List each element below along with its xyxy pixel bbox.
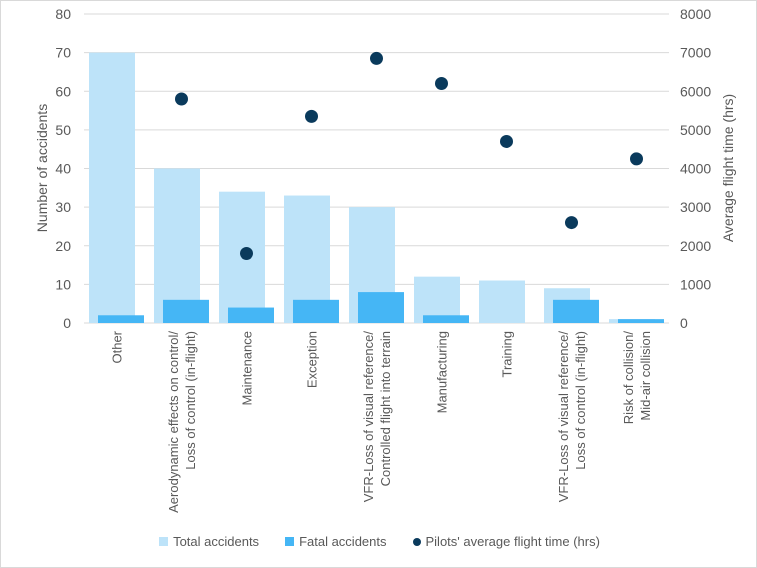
x-tick-label-line: VFR-Loss of visual reference/ (556, 331, 571, 503)
y-tick-label: 40 (55, 161, 71, 177)
x-tick-label-line: Controlled flight into terrain (378, 331, 393, 486)
legend-label-flight-time: Pilots' average flight time (hrs) (425, 534, 600, 549)
right-axis-ticks: 0 1000 2000 3000 4000 5000 6000 7000 8000 (680, 6, 711, 331)
legend-label-fatal: Fatal accidents (299, 534, 387, 549)
flight-time-point (240, 246, 253, 260)
x-tick-label-line: Manufacturing (435, 331, 450, 413)
x-tick-label: Exception (305, 331, 320, 388)
total-accidents-bar (154, 168, 200, 323)
flight-time-point (175, 92, 188, 106)
fatal-accidents-bar (618, 319, 664, 323)
flight-time-point (500, 134, 513, 148)
combo-chart: 0 10 20 30 40 50 60 70 80 0 1000 2000 3000 4000 5000 6… (34, 6, 736, 513)
flight-time-point (565, 216, 578, 230)
x-tick-label: Risk of collision/Mid-air collision (621, 331, 653, 425)
right-axis-title: Average flight time (hrs) (720, 94, 736, 242)
y2-tick-label: 2000 (680, 238, 711, 254)
x-tick-label-line: Aerodynamic effects on control/ (166, 331, 181, 513)
y2-tick-label: 4000 (680, 161, 711, 177)
fatal-accidents-bar (423, 315, 469, 323)
flight-time-point (435, 77, 448, 91)
x-tick-label: VFR-Loss of visual reference/Loss of con… (556, 331, 588, 503)
fatal-accidents-bar (98, 315, 144, 323)
y-tick-label: 80 (55, 6, 71, 22)
y-tick-label: 60 (55, 83, 71, 99)
fatal-accidents-bar (358, 292, 404, 323)
legend-item-fatal[interactable]: Fatal accidents (285, 534, 387, 549)
y2-tick-label: 6000 (680, 83, 711, 99)
total-accidents-bars (89, 52, 655, 323)
x-tick-label: Other (110, 330, 125, 363)
x-tick-label-line: Loss of control (in-flight) (573, 331, 588, 470)
y2-tick-label: 5000 (680, 122, 711, 138)
legend-swatch-fatal (285, 537, 295, 546)
fatal-accidents-bar (293, 299, 339, 323)
flight-time-point (305, 109, 318, 123)
flight-time-point (630, 152, 643, 166)
x-tick-label-line: Risk of collision/ (621, 331, 636, 425)
x-tick-label-line: Training (500, 331, 515, 377)
fatal-accidents-bar (228, 307, 274, 323)
left-axis-ticks: 0 10 20 30 40 50 60 70 80 (55, 6, 71, 331)
legend-label-total: Total accidents (173, 534, 260, 549)
x-axis-labels: Other Aerodynamic effects on control/Loss… (110, 330, 654, 513)
x-tick-label-line: Mid-air collision (638, 331, 653, 421)
flight-time-point (370, 51, 383, 65)
legend: Total accidents Fatal accidents Pilots' … (1, 534, 757, 549)
fatal-accidents-bar (553, 299, 599, 323)
x-tick-label-line: Other (110, 330, 125, 363)
total-accidents-bar (89, 52, 135, 323)
y2-tick-label: 0 (680, 315, 688, 331)
y2-tick-label: 7000 (680, 45, 711, 61)
legend-swatch-total (159, 537, 169, 546)
total-accidents-bar (479, 280, 525, 323)
y-tick-label: 50 (55, 122, 71, 138)
y2-tick-label: 1000 (680, 276, 711, 292)
x-tick-label-line: VFR-Loss of visual reference/ (361, 331, 376, 503)
x-tick-label: Training (500, 331, 515, 377)
x-tick-label-line: Maintenance (240, 331, 255, 405)
y-tick-label: 30 (55, 199, 71, 215)
x-tick-label-line: Loss of control (in-flight) (183, 331, 198, 470)
legend-marker-flight-time (412, 537, 421, 546)
legend-item-flight-time[interactable]: Pilots' average flight time (hrs) (412, 534, 600, 549)
left-axis-title: Number of accidents (34, 104, 50, 232)
legend-item-total[interactable]: Total accidents (159, 534, 259, 549)
x-tick-label: Maintenance (240, 331, 255, 405)
flight-time-points (175, 51, 643, 260)
y-tick-label: 10 (55, 276, 71, 292)
x-tick-label: Manufacturing (435, 331, 450, 413)
fatal-accidents-bars (98, 292, 664, 323)
x-tick-label: VFR-Loss of visual reference/Controlled … (361, 331, 393, 503)
y-tick-label: 70 (55, 45, 71, 61)
y2-tick-label: 3000 (680, 199, 711, 215)
x-tick-label-line: Exception (305, 331, 320, 388)
fatal-accidents-bar (163, 299, 209, 323)
x-tick-label: Aerodynamic effects on control/Loss of c… (166, 331, 198, 513)
y2-tick-label: 8000 (680, 6, 711, 22)
y-tick-label: 0 (63, 315, 71, 331)
y-tick-label: 20 (55, 238, 71, 254)
